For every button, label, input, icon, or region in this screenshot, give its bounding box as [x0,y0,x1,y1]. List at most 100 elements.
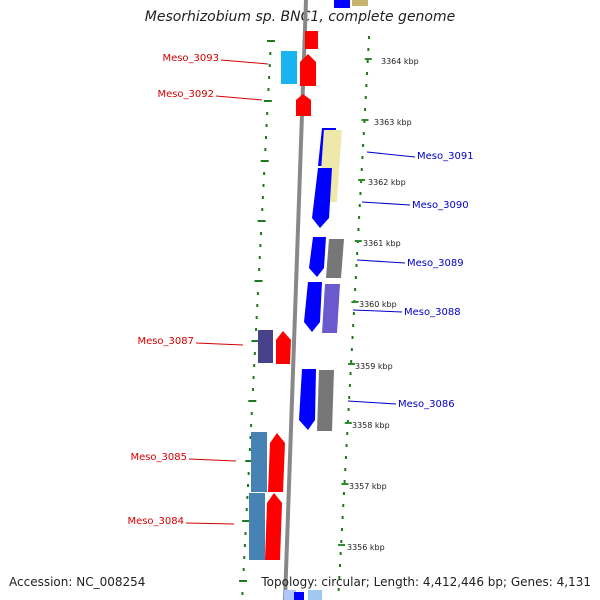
label-leader-line [356,259,406,264]
gene-feature-blue[interactable] [304,282,322,332]
outer-ring-dot [367,48,370,51]
label-leader-line [352,309,403,313]
outer-ring-dot [352,324,355,327]
gene-feature-steelblue[interactable] [251,432,267,492]
outer-ring-dot [344,456,347,459]
inner-ring-dot [256,292,259,295]
gene-feature-red[interactable] [265,493,282,560]
gene-feature-gray[interactable] [326,239,344,278]
inner-ring-dot [259,244,262,247]
inner-ring-dot [255,316,258,319]
outer-ring-dot [354,288,357,291]
inner-ring-dot [258,268,261,271]
gene-feature-red[interactable] [276,331,291,364]
gene-feature-bottom-blue[interactable] [294,592,304,600]
inner-ring-dot [246,496,249,499]
outer-ring-dot [347,408,350,411]
outer-ring-dot [360,168,363,171]
inner-ring-dot [258,256,261,259]
gene-label-meso-3085[interactable]: Meso_3085 [130,452,187,463]
scale-tick-mark [338,544,346,546]
outer-ring-dot [348,396,351,399]
outer-ring-dot [345,444,348,447]
inner-ring-dot [246,484,249,487]
scale-tick-label: 3357 kbp [349,482,387,491]
gene-feature-red[interactable] [305,31,318,49]
scale-tick-mark [348,363,356,365]
outer-ring-dot [358,204,361,207]
outer-ring-dot [352,312,355,315]
gene-features[interactable] [249,0,368,600]
gene-label-meso-3088[interactable]: Meso_3088 [404,307,461,318]
scale-tick-mark [344,422,352,424]
gene-label-meso-3092[interactable]: Meso_3092 [157,89,214,100]
gene-feature-cyan[interactable] [281,51,297,84]
inner-ring-dash [260,160,269,162]
gene-label-meso-3089[interactable]: Meso_3089 [407,258,464,269]
outer-ring-dot [359,192,362,195]
gene-feature-bottom-lightblue[interactable] [284,590,296,600]
scale-tick-mark [358,179,366,181]
outer-ring-dot [354,276,357,279]
inner-ring-dot [268,64,271,67]
outer-ring-dot [343,480,346,483]
gene-label-meso-3087[interactable]: Meso_3087 [137,336,194,347]
gene-feature-gray[interactable] [317,370,334,431]
gene-feature-top-blue[interactable] [334,0,350,8]
inner-ring-dash [254,280,263,282]
gene-feature-slateblue[interactable] [322,284,340,333]
label-leader-line [215,95,263,101]
gene-label-meso-3084[interactable]: Meso_3084 [127,516,184,527]
reverse-strand-labels: Meso_3093 Meso_3092 Meso_3087 Meso_3085 … [127,53,269,527]
outer-ring-dot [342,492,345,495]
accession-text: Accession: NC_008254 [9,575,146,589]
gene-feature-blue[interactable] [299,369,316,430]
gene-feature-bottom-lightblue[interactable] [308,590,322,600]
gene-feature-top-khaki[interactable] [352,0,368,6]
inner-ring-dot [268,76,271,79]
inner-ring-dot [245,508,248,511]
label-leader-line [195,342,244,346]
outer-ring-dot [364,108,367,111]
gene-label-meso-3090[interactable]: Meso_3090 [412,200,469,211]
gene-feature-blue[interactable] [309,237,326,277]
inner-ring-dot [243,556,246,559]
inner-ring-dot [247,472,250,475]
outer-ring-dot [340,528,343,531]
inner-ring-dot [261,208,264,211]
outer-ring-dot [351,336,354,339]
gene-label-meso-3086[interactable]: Meso_3086 [398,399,455,410]
inner-ring-dot [253,364,256,367]
inner-ring-dot [269,52,272,55]
gene-feature-red[interactable] [268,433,285,492]
gene-feature-red[interactable] [296,94,311,116]
scale-tick-label: 3358 kbp [352,421,390,430]
outer-ring-dot [339,552,342,555]
genome-backbone [283,0,308,600]
outer-ring-dot [366,60,369,63]
gene-feature-blue[interactable] [312,168,332,228]
outer-ring-dot [362,144,365,147]
inner-ring-dot [250,412,253,415]
scale-tick-mark [341,483,349,485]
gene-feature-steelblue[interactable] [249,493,265,560]
outer-ring-dot [346,420,349,423]
genome-title: Mesorhizobium sp. BNC1, complete genome [144,9,456,25]
inner-ring-dot [241,592,244,595]
gene-label-meso-3091[interactable]: Meso_3091 [417,151,474,162]
scale-tick-label: 3360 kbp [359,300,397,309]
gene-label-meso-3093[interactable]: Meso_3093 [162,53,219,64]
label-leader-line [361,201,411,206]
inner-ring-dash [251,340,260,342]
scale-tick-label: 3359 kbp [355,362,393,371]
scale-tick-mark [364,58,372,60]
gene-feature-red[interactable] [300,54,316,86]
outer-ring-dot [362,132,365,135]
outer-ring-dot [357,228,360,231]
outer-ring-dot [365,84,368,87]
inner-ring-dash [248,400,257,402]
gene-feature-navy[interactable] [258,330,273,363]
inner-ring-dash [263,100,272,102]
